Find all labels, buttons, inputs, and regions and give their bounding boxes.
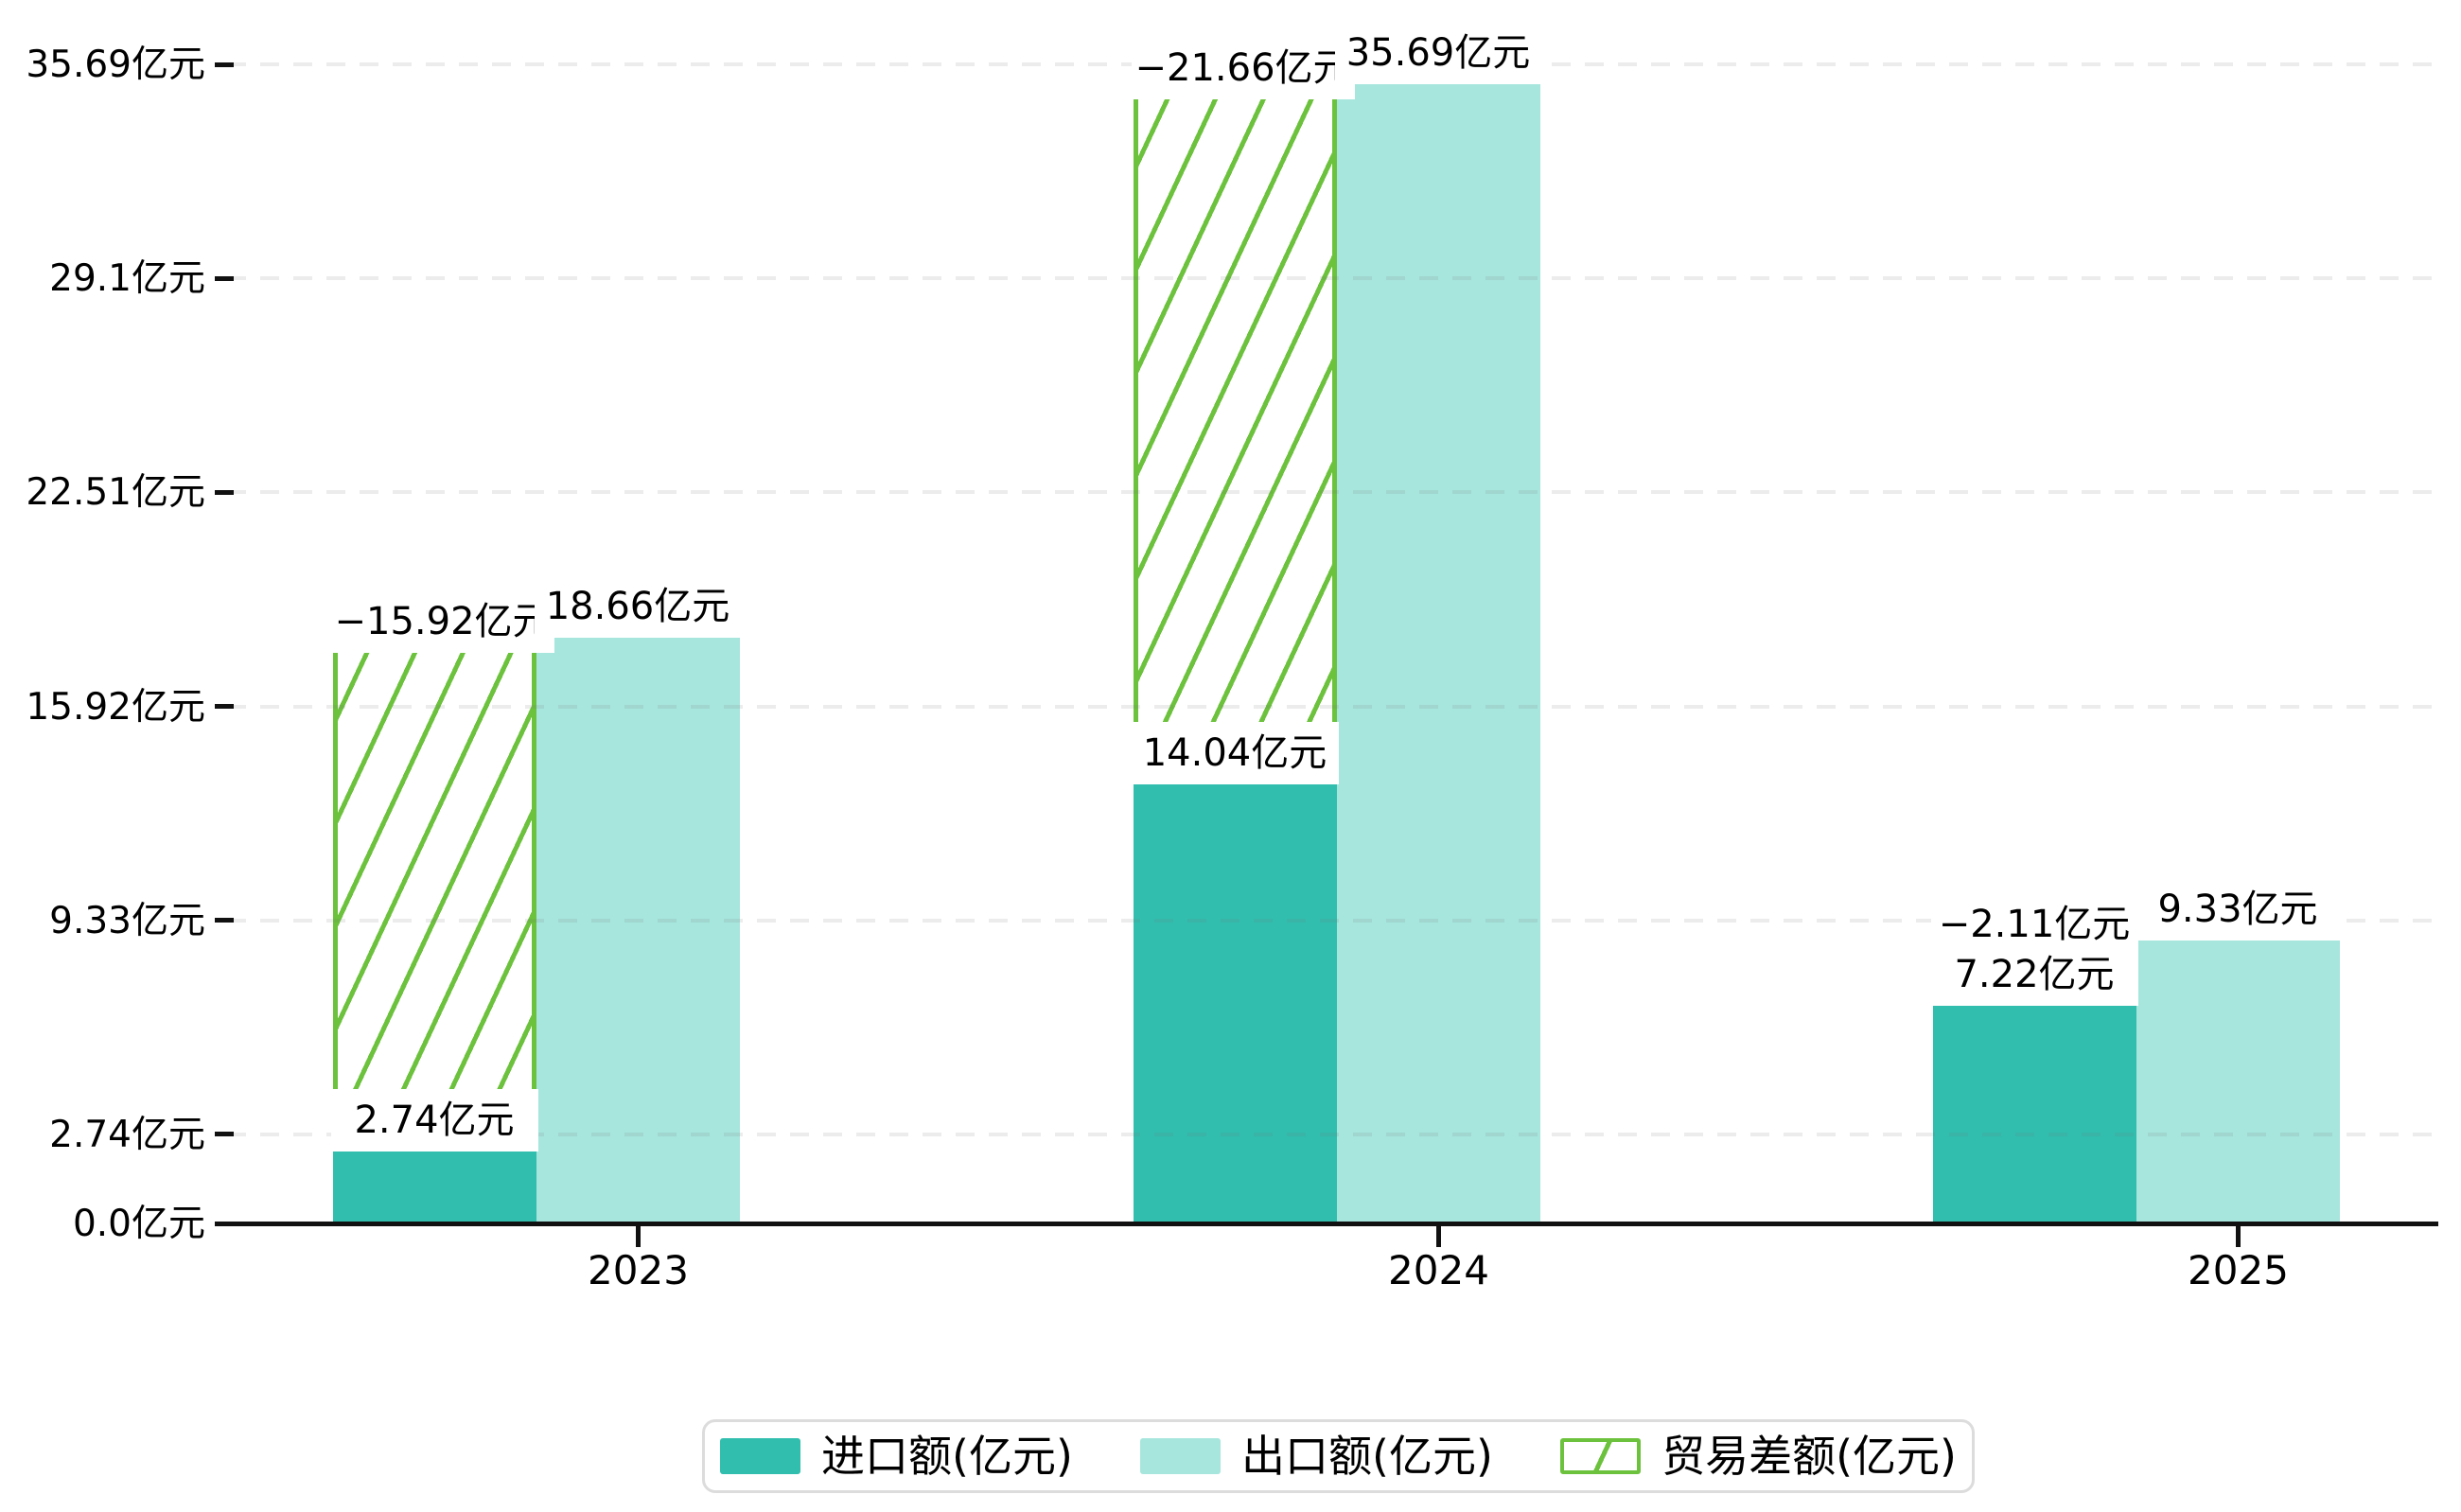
- x-tick-mark: [636, 1226, 641, 1247]
- legend-label: 进口额(亿元): [821, 1431, 1073, 1482]
- y-gridline: [227, 276, 2438, 281]
- x-axis-line: [227, 1222, 2438, 1226]
- y-tick-mark: [215, 1132, 234, 1137]
- legend-item: 进口额(亿元): [720, 1434, 1073, 1478]
- y-tick-mark: [215, 275, 234, 281]
- export-bar: [2136, 920, 2340, 1223]
- trade-balance-bar: [1134, 64, 1337, 768]
- legend-label: 出口额(亿元): [1241, 1431, 1493, 1482]
- y-tick-label: 9.33亿元: [49, 899, 205, 942]
- export-bar: [1337, 64, 1540, 1223]
- x-tick-label: 2025: [2188, 1247, 2289, 1293]
- import-bar: [1134, 767, 1337, 1223]
- y-gridline: [227, 918, 2438, 923]
- export-value-label: 35.69亿元: [1334, 22, 1542, 85]
- y-tick-mark: [215, 1221, 234, 1226]
- import-value-label: 2.74亿元: [330, 1088, 538, 1152]
- y-tick-label: 15.92亿元: [26, 685, 205, 729]
- export-swatch: [1140, 1438, 1222, 1474]
- y-tick-label: 0.0亿元: [72, 1203, 205, 1245]
- y-tick-mark: [215, 62, 234, 67]
- legend-item: 出口额(亿元): [1140, 1434, 1493, 1478]
- balance-value-label: −15.92亿元: [330, 589, 554, 653]
- y-tick-mark: [215, 489, 234, 495]
- x-tick-mark: [1436, 1226, 1441, 1247]
- y-tick-label: 29.1亿元: [49, 257, 205, 301]
- y-tick-label: 2.74亿元: [49, 1113, 205, 1156]
- export-bar: [536, 617, 740, 1223]
- y-gridline: [227, 490, 2438, 495]
- trade-balance-hatch-swatch: [1560, 1438, 1642, 1474]
- import-bar: [1933, 989, 2136, 1223]
- legend: 进口额(亿元) 出口额(亿元) 贸易差额(亿元): [702, 1419, 1975, 1493]
- import-value-label: 7.22亿元: [1930, 943, 2138, 1007]
- trade-balance-bar: [333, 617, 536, 1134]
- x-tick-label: 2024: [1388, 1247, 1489, 1293]
- y-tick-mark: [215, 918, 234, 923]
- y-tick-label: 35.69亿元: [26, 44, 205, 87]
- export-value-label: 18.66亿元: [534, 574, 742, 638]
- export-value-label: 9.33亿元: [2134, 877, 2342, 941]
- legend-label: 贸易差额(亿元): [1661, 1431, 1957, 1482]
- balance-value-label: −21.66亿元: [1131, 37, 1355, 100]
- legend-item: 贸易差额(亿元): [1560, 1434, 1957, 1478]
- x-tick-mark: [2236, 1226, 2241, 1247]
- y-tick-mark: [215, 704, 234, 710]
- y-gridline: [227, 704, 2438, 709]
- y-gridline: [227, 1132, 2438, 1136]
- import-value-label: 14.04亿元: [1131, 722, 1339, 785]
- y-tick-label: 22.51亿元: [26, 471, 205, 515]
- x-tick-label: 2023: [588, 1247, 689, 1293]
- import-swatch: [720, 1438, 800, 1474]
